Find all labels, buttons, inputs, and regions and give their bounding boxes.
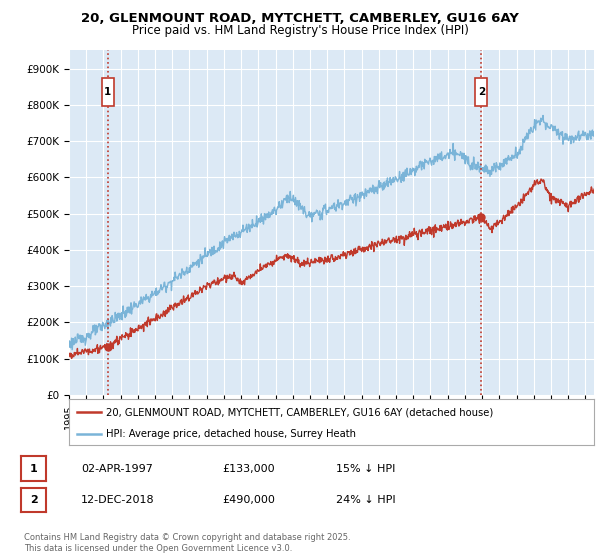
Text: 2: 2 xyxy=(30,495,37,505)
Text: 24% ↓ HPI: 24% ↓ HPI xyxy=(336,495,395,505)
FancyBboxPatch shape xyxy=(475,78,487,105)
Text: 20, GLENMOUNT ROAD, MYTCHETT, CAMBERLEY, GU16 6AY (detached house): 20, GLENMOUNT ROAD, MYTCHETT, CAMBERLEY,… xyxy=(106,407,493,417)
Text: 15% ↓ HPI: 15% ↓ HPI xyxy=(336,464,395,474)
Text: 02-APR-1997: 02-APR-1997 xyxy=(81,464,153,474)
Text: Contains HM Land Registry data © Crown copyright and database right 2025.
This d: Contains HM Land Registry data © Crown c… xyxy=(24,533,350,553)
Text: 12-DEC-2018: 12-DEC-2018 xyxy=(81,495,155,505)
Text: 20, GLENMOUNT ROAD, MYTCHETT, CAMBERLEY, GU16 6AY: 20, GLENMOUNT ROAD, MYTCHETT, CAMBERLEY,… xyxy=(81,12,519,25)
Text: £133,000: £133,000 xyxy=(222,464,275,474)
FancyBboxPatch shape xyxy=(102,78,113,105)
Text: 2: 2 xyxy=(478,87,485,97)
Text: 1: 1 xyxy=(30,464,37,474)
Text: £490,000: £490,000 xyxy=(222,495,275,505)
Text: HPI: Average price, detached house, Surrey Heath: HPI: Average price, detached house, Surr… xyxy=(106,429,356,438)
Text: Price paid vs. HM Land Registry's House Price Index (HPI): Price paid vs. HM Land Registry's House … xyxy=(131,24,469,36)
Text: 1: 1 xyxy=(104,87,112,97)
